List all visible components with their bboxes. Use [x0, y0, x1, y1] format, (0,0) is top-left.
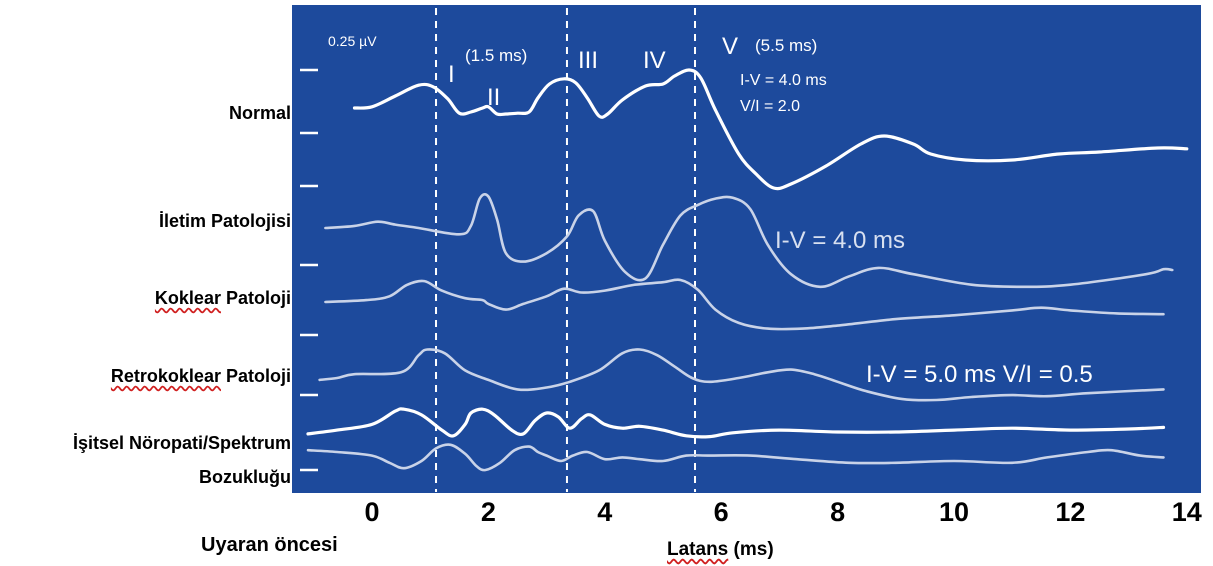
x-tick-label-2: 4: [597, 497, 613, 527]
row-label-noropati-line2-text: Bozukluğu: [199, 467, 291, 487]
row-label-koklear-underlined: Koklear: [154, 288, 221, 308]
row-label-iletim: İletim Patolojisi: [159, 211, 291, 232]
row-label-iletim-text: İletim Patolojisi: [158, 211, 291, 231]
wave-iv-label: IV: [643, 47, 666, 74]
wave-v-label: V: [722, 33, 738, 60]
trace-3: [318, 348, 1165, 402]
wave-iii-label: III: [578, 47, 598, 74]
trace-1: [324, 193, 1174, 289]
row-label-retrokoklear-underlined: Retrokoklear: [110, 366, 221, 386]
trace-0: [352, 68, 1189, 191]
trace-2: [324, 278, 1165, 331]
x-tick-label-4: 8: [830, 497, 846, 527]
row-label-noropati-line2: Bozukluğu: [199, 467, 291, 488]
latency-v-label: (5.5 ms): [755, 36, 817, 55]
latency-i-label: (1.5 ms): [465, 46, 527, 65]
retro-iv-label: I-V = 5.0 ms V/I = 0.5: [866, 361, 1093, 388]
x-axis-title-main: Latans: [667, 539, 729, 560]
reference-lines: [435, 8, 697, 492]
pre-stimulus-label: Uyaran öncesi: [201, 534, 338, 556]
row-label-koklear-text: Patoloji: [225, 288, 291, 308]
x-axis-title-unit: (ms): [733, 539, 774, 560]
row-label-koklear: Koklear Patoloji: [155, 288, 291, 309]
x-tick-label-3: 6: [713, 497, 729, 527]
trace-baseline-ticks: [300, 68, 318, 472]
traces: [306, 68, 1189, 472]
row-label-normal-text: Normal: [228, 103, 291, 123]
wave-ii-label: II: [487, 84, 500, 111]
row-label-normal: Normal: [229, 103, 291, 124]
x-tick-label-6: 12: [1055, 497, 1086, 527]
wave-i-label: I: [448, 61, 455, 88]
trace-4: [306, 407, 1166, 439]
x-tick-label-0: 0: [364, 497, 380, 527]
conductive-iv-label: I-V = 4.0 ms: [775, 227, 905, 254]
row-label-retrokoklear: Retrokoklear Patoloji: [111, 366, 291, 387]
normal-ratio-label: V/I = 2.0: [740, 98, 800, 115]
row-label-noropati: İşitsel Nöropati/Spektrum: [73, 433, 291, 454]
row-label-retrokoklear-text: Patoloji: [225, 366, 291, 386]
normal-iv-label: I-V = 4.0 ms: [740, 72, 827, 89]
x-tick-label-7: 14: [1171, 497, 1202, 527]
trace-5: [306, 443, 1165, 472]
x-tick-label-5: 10: [938, 497, 970, 527]
plot-panel: [292, 5, 1201, 493]
scale-label: 0.25 µV: [328, 33, 377, 49]
x-tick-label-1: 2: [480, 497, 496, 527]
row-label-noropati-text: İşitsel Nöropati/Spektrum: [72, 433, 291, 453]
x-axis-title: Latans (ms): [667, 539, 774, 561]
